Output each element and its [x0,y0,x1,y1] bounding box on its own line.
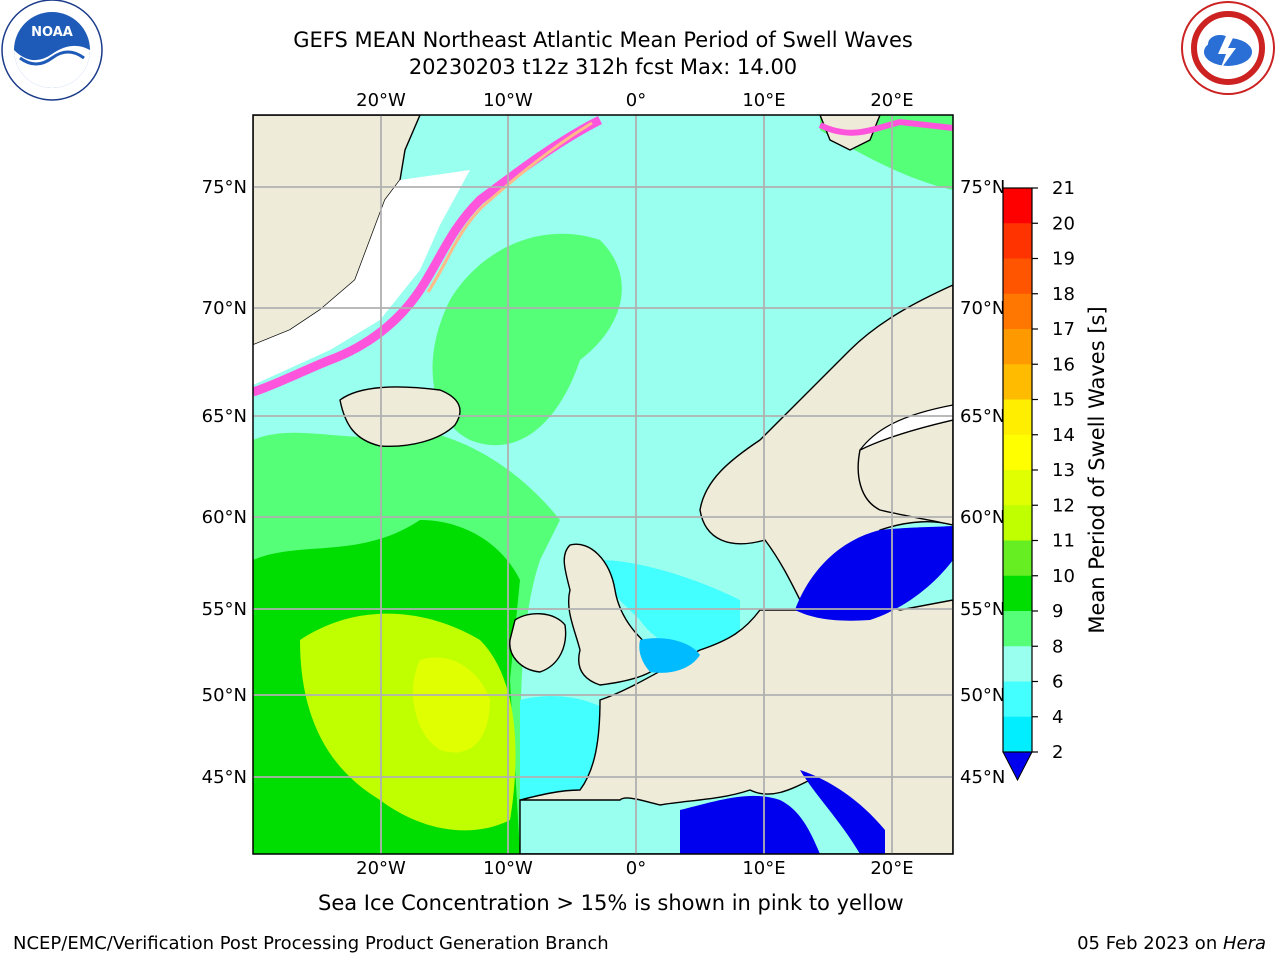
colorbar-tick-label: 14 [1052,425,1075,446]
colorbar-swatch [1003,399,1032,436]
colorbar-tick-label: 6 [1052,672,1063,693]
footer-date: 05 Feb 2023 on Hera [1077,933,1266,954]
footer-credit: NCEP/EMC/Verification Post Processing Pr… [13,933,609,954]
field-mediterranean-short [680,795,820,854]
lat-label-left: 75°N [202,177,247,198]
colorbar-tick-label: 13 [1052,460,1075,481]
field-baltic-short [795,526,953,621]
colorbar-swatch [1003,258,1032,295]
colorbar-swatch [1003,293,1032,330]
lon-label-bottom: 10°W [483,858,533,879]
field-north-sea-short [600,560,740,651]
colorbar-swatch [1003,505,1032,541]
sea-ice-barents [818,118,953,136]
colorbar-extend-arrow [1002,751,1033,782]
map-frame [252,114,954,855]
field-adriatic-short [800,770,885,854]
colorbar-swatch [1003,611,1032,647]
colorbar-swatch [1003,364,1032,400]
colorbar-tick-label: 17 [1052,319,1075,340]
colorbar-tick-label: 2 [1052,742,1063,763]
colorbar-tick-label: 16 [1052,354,1075,375]
field-14s-max [412,657,490,753]
colorbar-swatch [1003,188,1032,224]
colorbar-tick-label: 8 [1052,636,1063,657]
chart-subtitle-forecast: 20230203 t12z 312h fcst Max: 14.00 [408,55,798,79]
lat-label-right: 55°N [960,599,1005,620]
colorbar-label: Mean Period of Swell Waves [s] [1085,306,1109,634]
colorbar-tick-label: 20 [1052,213,1075,234]
sea-ice-note-text: Sea Ice Concentration > 15% is shown in … [318,891,904,915]
lon-label-bottom: 0° [626,858,646,879]
map-gridlines [253,115,953,854]
land-continent [519,599,953,854]
chart-title: GEFS MEAN Northeast Atlantic Mean Period… [293,28,913,52]
footer-host: Hera [1222,933,1266,954]
lat-label-left: 70°N [202,298,247,319]
greenland-ice-zone [253,170,470,385]
lon-label-top: 20°E [870,90,913,111]
colorbar-tick-label: 10 [1052,566,1075,587]
lon-label-top: 0° [626,90,646,111]
colorbar-swatch [1003,646,1032,682]
lon-label-top: 10°E [742,90,785,111]
colorbar-tick-label: 11 [1052,531,1075,552]
colorbar: 21 20 19 18 17 16 15 14 13 12 11 10 9 8 6 4 2 [1002,178,1075,782]
noaa-logo: NOAA [1,0,103,101]
colorbar-swatch [1003,575,1032,612]
lat-label-left: 55°N [202,599,247,620]
colorbar-tick-label: 12 [1052,495,1075,516]
lat-label-right: 70°N [960,298,1005,319]
sea-ice-greenland-edge [426,121,593,293]
svg-text:NOAA: NOAA [31,25,73,40]
colorbar-swatch [1003,470,1032,506]
lat-label-right: 75°N [960,177,1005,198]
colorbar-tick-label: 18 [1052,284,1075,305]
land-ireland [509,613,567,673]
colorbar-tick-label: 4 [1052,707,1063,728]
nws-logo [1181,1,1275,95]
colorbar-tick-label: 21 [1052,178,1075,199]
lat-label-left: 45°N [202,767,247,788]
colorbar-swatch [1003,681,1032,718]
sea-ice-greenland [253,115,603,397]
colorbar-swatch [1003,223,1032,259]
lat-label-left: 65°N [202,406,247,427]
lon-label-bottom: 20°E [870,858,913,879]
field-channel-short [639,638,700,673]
lon-label-top: 10°W [483,90,533,111]
lat-label-right: 50°N [960,685,1005,706]
colorbar-swatch [1003,540,1032,577]
lon-label-bottom: 20°W [356,858,406,879]
colorbar-tick-label: 15 [1052,390,1075,411]
colorbar-tick-label: 19 [1052,249,1075,270]
lat-label-left: 50°N [202,685,247,706]
lon-label-bottom: 10°E [742,858,785,879]
lon-label-top: 20°W [356,90,406,111]
lat-label-right: 65°N [960,406,1005,427]
footer-date-text: 05 Feb 2023 on [1077,933,1223,954]
colorbar-swatch [1003,434,1032,471]
field-long-swell-north [432,233,622,446]
colorbar-swatch [1003,716,1032,753]
colorbar-swatch [1003,329,1032,365]
colorbar-tick-label: 9 [1052,601,1063,622]
map-area [253,115,953,854]
lat-label-right: 60°N [960,507,1005,528]
lat-label-right: 45°N [960,767,1005,788]
lat-label-left: 60°N [202,507,247,528]
